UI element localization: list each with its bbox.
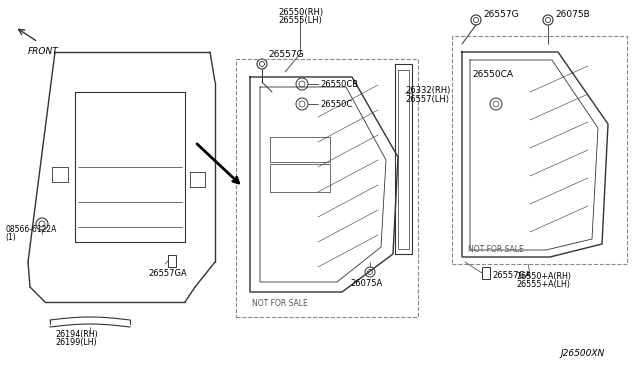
Text: 26555+A(LH): 26555+A(LH) [516, 280, 570, 289]
Text: 26557G: 26557G [483, 10, 518, 19]
Text: 26557G: 26557G [268, 49, 303, 58]
Text: 26555(LH): 26555(LH) [278, 16, 322, 25]
Text: 26550CB: 26550CB [320, 80, 358, 89]
Text: NOT FOR SALE: NOT FOR SALE [252, 299, 308, 308]
Text: 26557GA: 26557GA [148, 269, 187, 278]
Bar [236, 59, 418, 317]
Text: 26332(RH): 26332(RH) [405, 86, 451, 94]
Text: J26500XN: J26500XN [560, 350, 604, 359]
Text: 26557(LH): 26557(LH) [405, 94, 449, 103]
Text: NOT FOR SALE: NOT FOR SALE [468, 246, 524, 254]
Text: 26199(LH): 26199(LH) [55, 339, 97, 347]
Text: 26550CA: 26550CA [472, 70, 513, 78]
Text: (1): (1) [5, 232, 16, 241]
Text: 26194(RH): 26194(RH) [55, 330, 98, 340]
Text: 26550C: 26550C [320, 99, 352, 109]
Bar [168, 255, 176, 267]
Text: 26550+A(RH): 26550+A(RH) [516, 272, 571, 280]
Text: 26550(RH): 26550(RH) [278, 7, 323, 16]
Text: 26075A: 26075A [350, 279, 382, 289]
Text: 26075B: 26075B [555, 10, 589, 19]
Text: 08566-6122A: 08566-6122A [5, 224, 56, 234]
Text: FRONT: FRONT [28, 47, 59, 56]
Bar [482, 267, 490, 279]
Bar [452, 36, 627, 264]
Text: 26557GA: 26557GA [492, 272, 531, 280]
